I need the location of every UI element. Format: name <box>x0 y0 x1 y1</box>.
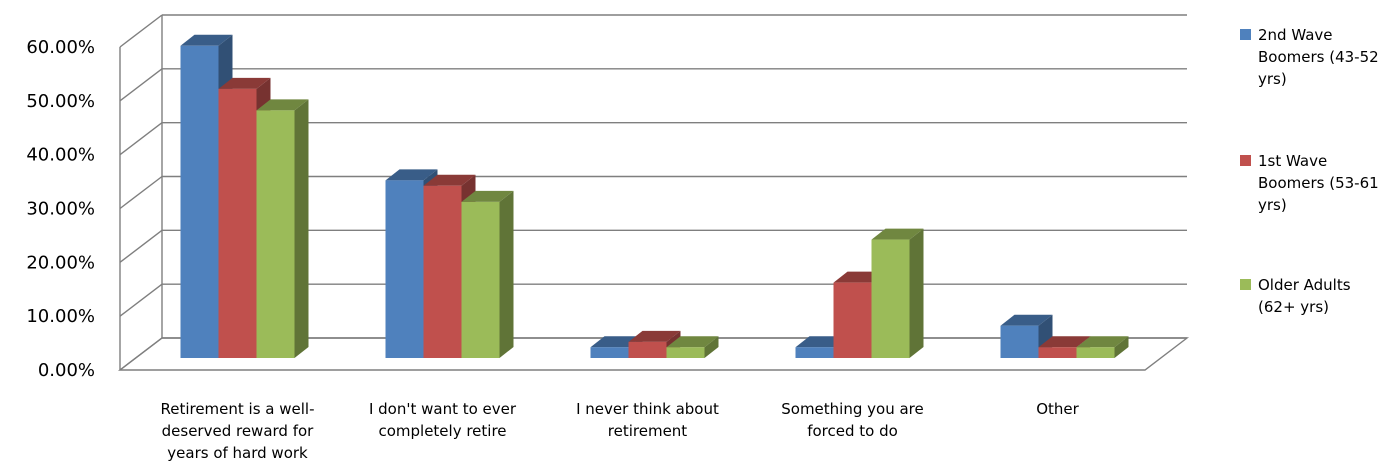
x-category-label-line: Something you are <box>781 400 923 418</box>
legend-label-line: yrs) <box>1258 70 1287 88</box>
bar-top <box>666 336 719 348</box>
x-category-label-line: I never think about <box>576 400 719 418</box>
legend-item: 1st Wave Boomers (53-61 yrs) <box>1240 152 1379 214</box>
legend-swatch <box>1240 155 1251 166</box>
legend-item: 2nd Wave Boomers (43-52 yrs) <box>1240 26 1379 88</box>
bars <box>180 34 1129 359</box>
bar-front <box>1076 347 1115 358</box>
legend-item: Older Adults (62+ yrs) <box>1240 276 1351 316</box>
bar <box>1076 336 1129 358</box>
side-gridline <box>119 68 163 102</box>
y-tick-label: 40.00% <box>26 145 95 166</box>
bar-top <box>423 174 476 186</box>
legend-label-line: Boomers (43-52 <box>1258 48 1379 66</box>
bar-front <box>666 347 705 358</box>
bar-front <box>795 347 834 358</box>
y-tick-label: 0.00% <box>38 360 95 381</box>
bar-front <box>423 185 462 358</box>
x-category-label-line: Retirement is a well- <box>160 400 314 418</box>
x-category-label-line: I don't want to ever <box>369 400 517 418</box>
x-category-label: Other <box>1036 400 1079 418</box>
bar-top <box>1000 314 1053 326</box>
bar-top <box>218 77 271 89</box>
x-category-label: I never think about retirement <box>576 400 719 440</box>
legend-label-line: yrs) <box>1258 196 1287 214</box>
legend-label: 1st Wave Boomers (53-61 yrs) <box>1258 152 1379 214</box>
bar <box>256 99 309 358</box>
bar-side <box>909 228 924 358</box>
side-gridline <box>119 14 163 48</box>
x-category-label-line: Other <box>1036 400 1079 418</box>
legend-label-line: 1st Wave <box>1258 152 1327 170</box>
bar-front <box>590 347 629 358</box>
bar <box>666 336 719 358</box>
y-tick-label: 50.00% <box>26 91 95 112</box>
bar-top <box>256 99 309 111</box>
x-category-label-line: deserved reward for <box>162 422 315 440</box>
legend-label-line: Older Adults <box>1258 276 1351 294</box>
bar-front <box>461 201 500 358</box>
y-tick-label: 30.00% <box>26 199 95 220</box>
bar-side <box>499 190 514 358</box>
bar-front <box>628 341 667 358</box>
bar-front <box>1038 347 1077 358</box>
bar-front <box>256 110 295 358</box>
bar-side <box>1114 336 1129 358</box>
legend-swatch <box>1240 279 1251 290</box>
y-tick-label: 20.00% <box>26 252 95 273</box>
bar-top <box>461 190 514 202</box>
x-category-label: Retirement is a well-deserved reward for… <box>160 400 314 462</box>
legend-label: Older Adults (62+ yrs) <box>1258 276 1351 316</box>
bar-top <box>1076 336 1129 348</box>
plot-grid <box>117 14 1190 371</box>
bar-front <box>871 239 910 358</box>
x-category-label: Something you are forced to do <box>781 400 923 440</box>
bar <box>461 190 514 358</box>
bar-front <box>180 45 219 359</box>
legend-label-line: 2nd Wave <box>1258 26 1333 44</box>
x-category-label-line: years of hard work <box>167 444 308 462</box>
side-gridline <box>119 122 163 156</box>
x-category-label-line: forced to do <box>807 422 898 440</box>
bar-top <box>628 330 681 342</box>
chart-floor <box>117 337 1190 371</box>
bar-side <box>704 336 719 358</box>
bar-top <box>385 169 438 181</box>
bar-front <box>385 180 424 358</box>
y-tick-label: 60.00% <box>26 37 95 58</box>
bar-side <box>294 99 309 358</box>
bar <box>871 228 924 358</box>
x-category-label: I don't want to ever completely retire <box>369 400 517 440</box>
legend-label: 2nd Wave Boomers (43-52 yrs) <box>1258 26 1379 88</box>
x-category-label-line: retirement <box>608 422 688 440</box>
side-gridline <box>119 175 163 210</box>
legend-label-line: Boomers (53-61 <box>1258 174 1379 192</box>
legend-swatch <box>1240 29 1251 40</box>
x-category-label-line: completely retire <box>378 422 506 440</box>
side-gridline <box>119 229 163 263</box>
side-gridline <box>119 283 163 317</box>
bar-top <box>180 34 233 46</box>
bar-front <box>1000 325 1039 358</box>
bar-top <box>1038 336 1091 348</box>
legend-label-line: (62+ yrs) <box>1258 298 1329 316</box>
bar-front <box>833 282 872 358</box>
y-tick-label: 10.00% <box>26 306 95 327</box>
bar-front <box>218 88 257 358</box>
bar-top <box>871 228 924 240</box>
